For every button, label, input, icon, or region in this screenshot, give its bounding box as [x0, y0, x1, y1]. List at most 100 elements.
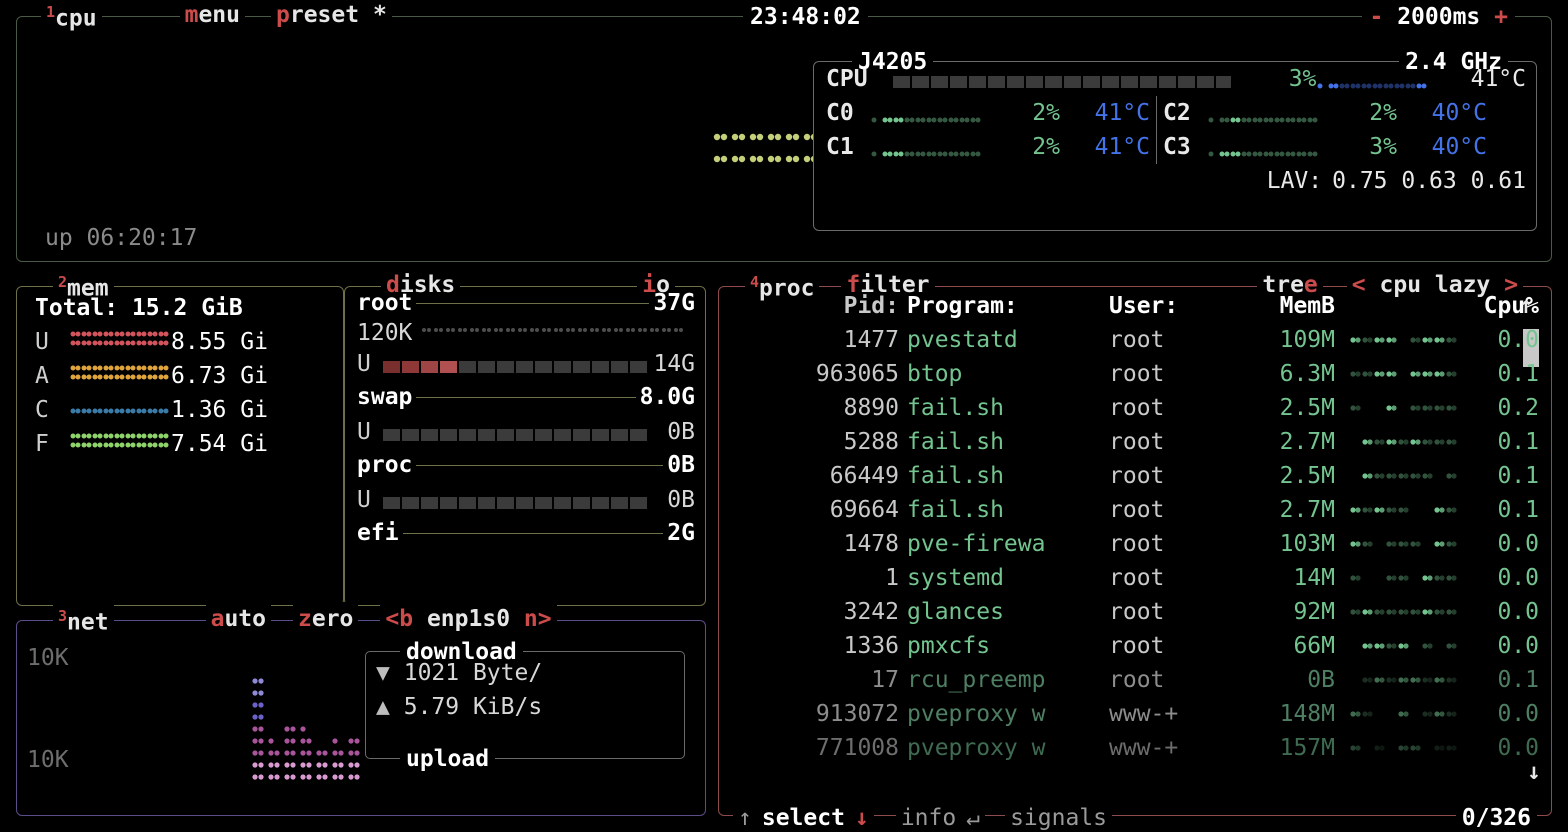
cpu-tab[interactable]: 1cpu	[41, 0, 102, 36]
col-header-program[interactable]: Program:	[907, 293, 1018, 319]
io-hotkey: i	[642, 272, 657, 298]
mem-tab[interactable]: 2mem	[53, 264, 114, 306]
disks-box: disks io root 37G 120K U 14G swap	[344, 268, 706, 606]
col-header-mem[interactable]: MemB	[1279, 293, 1335, 319]
sort-prev-button[interactable]: <	[1351, 272, 1366, 298]
net-auto-button[interactable]: auto	[205, 602, 271, 636]
net-interface-selector[interactable]: <b enp1s0 n>	[380, 602, 557, 636]
cell-pid: 1477	[843, 327, 899, 353]
disk-free-2: 0B	[667, 487, 695, 513]
table-row[interactable]: 963065 btop root 6.3M 0.1	[731, 357, 1543, 391]
net-scale-bottom: 10K	[27, 747, 69, 773]
core-column-divider	[1156, 96, 1157, 130]
core-3-temp: 40°C	[1431, 134, 1487, 160]
table-row[interactable]: 913072 pveproxy w www-+ 148M 0.0	[731, 697, 1543, 731]
cell-user: root	[1109, 327, 1165, 353]
disk-io-row-0: 120K	[357, 319, 695, 347]
table-row[interactable]: 771008 pveproxy w www-+ 157M 0.0	[731, 731, 1543, 765]
disk-used-label-2: U	[357, 487, 371, 513]
footer-signals-button[interactable]: signals	[1005, 801, 1112, 832]
core-1-graph	[870, 134, 992, 160]
table-row[interactable]: 8890 fail.sh root 2.5M 0.2	[731, 391, 1543, 425]
disk-name-3: efi	[357, 520, 399, 546]
table-row[interactable]: 5288 fail.sh root 2.7M 0.1	[731, 425, 1543, 459]
clock: 23:48:02	[743, 0, 868, 34]
table-row[interactable]: 69664 fail.sh root 2.7M 0.1	[731, 493, 1543, 527]
table-row[interactable]: 3242 glances root 92M 0.0	[731, 595, 1543, 629]
cell-cpu-minigraph	[1349, 697, 1477, 733]
update-interval-control[interactable]: - 2000ms +	[1362, 0, 1515, 34]
proc-scrollbar-thumb[interactable]	[1523, 329, 1539, 367]
col-header-pid[interactable]: Pid:	[843, 293, 899, 319]
mem-graph-2	[69, 391, 169, 429]
footer-select-label[interactable]: select	[756, 801, 850, 832]
cpu-box: 1cpu menu preset * 23:48:02 - 2000ms + u…	[16, 0, 1552, 262]
core-0-temp: 41°C	[1094, 100, 1150, 126]
cell-cpu: 0.1	[1497, 429, 1539, 455]
cell-user: root	[1109, 667, 1165, 693]
table-row[interactable]: 17 rcu_preemp root 0B 0.1	[731, 663, 1543, 697]
cell-cpu: 0.1	[1497, 361, 1539, 387]
proc-column-headers: Pid: Program: User: MemB Cpu% ↑	[731, 289, 1543, 323]
table-row[interactable]: 1478 pve-firewa root 103M 0.0	[731, 527, 1543, 561]
net-zero-button[interactable]: zero	[292, 602, 359, 636]
scroll-down-arrow-icon[interactable]: ↓	[1527, 759, 1541, 785]
upload-label: upload	[400, 742, 496, 776]
cell-mem: 0B	[1307, 667, 1335, 693]
preset-hotkey: p	[275, 2, 290, 28]
cell-program: pmxcfs	[907, 633, 991, 659]
cell-cpu-minigraph	[1349, 357, 1477, 393]
cpu-frequency-label: 2.4 GHz	[1399, 45, 1508, 79]
sort-selector[interactable]: < cpu lazy >	[1346, 268, 1523, 302]
proc-tab[interactable]: 4proc	[745, 264, 820, 306]
cell-user: root	[1109, 633, 1165, 659]
cell-mem: 2.5M	[1279, 463, 1335, 489]
table-row[interactable]: 1 systemd root 14M 0.0	[731, 561, 1543, 595]
table-row[interactable]: 1336 pmxcfs root 66M 0.0	[731, 629, 1543, 663]
interval-decrease-button[interactable]: -	[1369, 4, 1384, 30]
interval-increase-button[interactable]: +	[1494, 4, 1508, 30]
cell-cpu-minigraph	[1349, 561, 1477, 597]
proc-list[interactable]: 1477 pvestatd root 109M 0.0 963065 btop root 6.3…	[731, 323, 1543, 789]
net-tab-label: net	[67, 609, 109, 636]
menu-button[interactable]: menu	[179, 0, 245, 32]
mem-graph-3	[69, 425, 169, 463]
disk-entry-swap-header: swap 8.0G	[357, 383, 695, 411]
mem-row-key-2: C	[35, 397, 49, 423]
footer-info-button[interactable]: info	[895, 801, 962, 832]
download-arrow-icon: ▼	[376, 660, 390, 686]
cell-pid: 8890	[843, 395, 899, 421]
cell-user: www-+	[1109, 735, 1179, 761]
prev-iface-key[interactable]: <b	[385, 606, 414, 632]
cpu-usage-graph	[41, 33, 821, 203]
filter-button[interactable]: filter	[841, 268, 935, 302]
mem-row-key-3: F	[35, 431, 49, 457]
disks-tab[interactable]: disks	[381, 268, 461, 302]
cell-pid: 1478	[843, 531, 899, 557]
next-iface-key[interactable]: n>	[523, 606, 552, 632]
load-average-values: 0.75 0.63 0.61	[1332, 168, 1526, 194]
core-0-percent: 2%	[1032, 100, 1060, 126]
net-rate-panel: download upload ▼ 1021 Byte/ ▲ 5.79 KiB/…	[365, 635, 685, 776]
col-header-cpu[interactable]: Cpu%	[1483, 293, 1539, 319]
tree-toggle[interactable]: tree	[1257, 268, 1323, 302]
disk-free-0: 14G	[653, 351, 695, 377]
cell-cpu: 0.0	[1497, 633, 1539, 659]
cell-cpu: 0.1	[1497, 463, 1539, 489]
cell-pid: 1336	[843, 633, 899, 659]
net-tab[interactable]: 3net	[53, 598, 114, 640]
io-toggle[interactable]: io	[637, 268, 675, 302]
sort-direction-arrow-icon[interactable]: ↑	[1519, 293, 1533, 319]
cell-pid: 17	[871, 667, 899, 693]
col-header-user[interactable]: User:	[1109, 293, 1179, 319]
net-traffic-graph	[247, 637, 367, 797]
table-row[interactable]: 1477 pvestatd root 109M 0.0	[731, 323, 1543, 357]
cpu-core-row-0: C0 2% 41°C C2 2% 40°C	[826, 96, 1526, 130]
preset-button[interactable]: preset *	[270, 0, 392, 32]
cell-cpu: 0.1	[1497, 667, 1539, 693]
footer-up-arrow-icon[interactable]: ↑	[733, 801, 757, 832]
disk-name-2: proc	[357, 452, 413, 478]
footer-down-arrow-icon[interactable]: ↓	[849, 801, 874, 832]
table-row[interactable]: 66449 fail.sh root 2.5M 0.1	[731, 459, 1543, 493]
sort-next-button[interactable]: >	[1504, 272, 1518, 298]
